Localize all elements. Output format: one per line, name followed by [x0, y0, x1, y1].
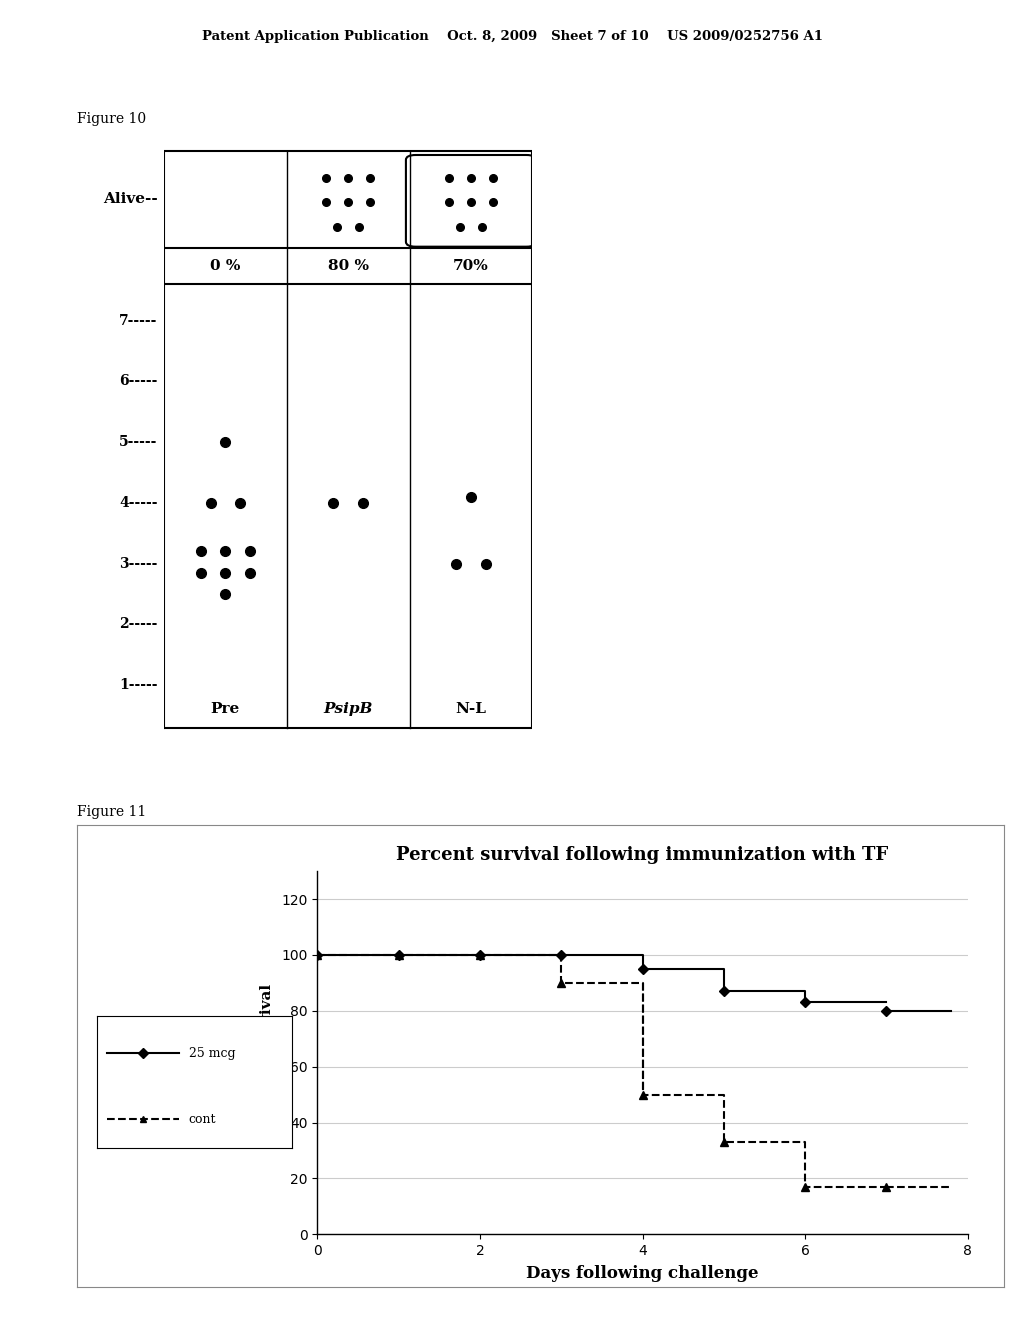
Text: 3-----: 3-----: [120, 557, 158, 570]
X-axis label: Days following challenge: Days following challenge: [526, 1265, 759, 1282]
Text: 5-----: 5-----: [120, 436, 158, 449]
Text: Patent Application Publication    Oct. 8, 2009   Sheet 7 of 10    US 2009/025275: Patent Application Publication Oct. 8, 2…: [202, 30, 822, 44]
Text: 4-----: 4-----: [119, 496, 158, 510]
Text: 70%: 70%: [454, 259, 488, 273]
Text: 1-----: 1-----: [119, 678, 158, 692]
Text: Alive--: Alive--: [103, 193, 158, 206]
Text: 80 %: 80 %: [328, 259, 369, 273]
Text: 25 mcg: 25 mcg: [188, 1047, 236, 1060]
Text: N-L: N-L: [456, 702, 486, 717]
Text: Figure 10: Figure 10: [77, 112, 146, 127]
Text: 2-----: 2-----: [120, 618, 158, 631]
Text: 6-----: 6-----: [120, 375, 158, 388]
Text: Pre: Pre: [211, 702, 240, 717]
Text: 0 %: 0 %: [210, 259, 241, 273]
Text: cont: cont: [188, 1113, 216, 1126]
Text: Figure 11: Figure 11: [77, 805, 146, 820]
Y-axis label: Percent survival: Percent survival: [260, 983, 274, 1122]
Text: 7-----: 7-----: [120, 314, 158, 327]
Title: Percent survival following immunization with TF: Percent survival following immunization …: [396, 846, 889, 865]
Text: PsipB: PsipB: [324, 702, 373, 717]
